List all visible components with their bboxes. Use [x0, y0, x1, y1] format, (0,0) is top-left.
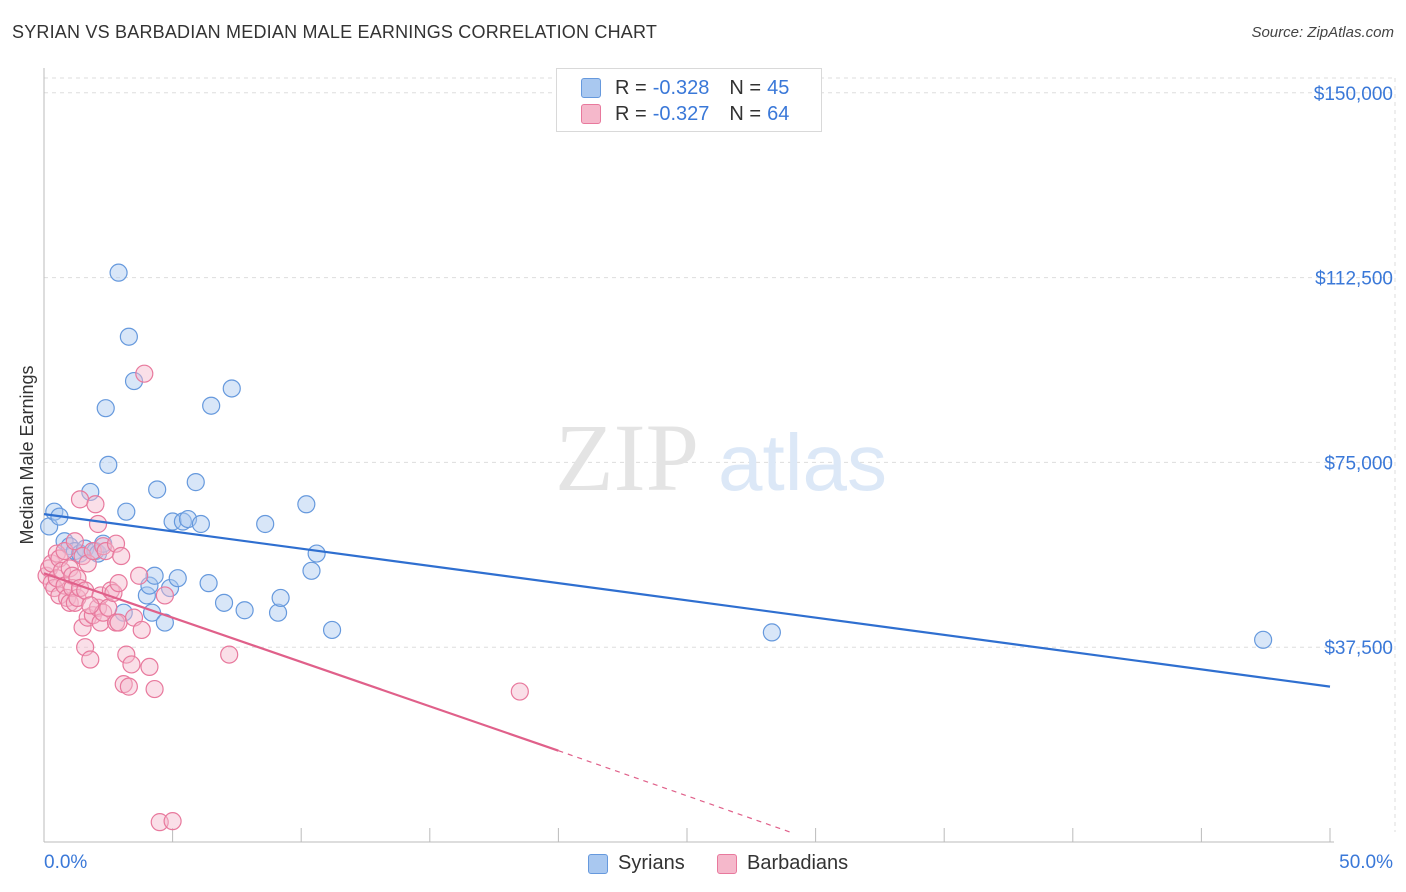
syrian-point	[163, 512, 182, 531]
syrians-trend-line	[43, 513, 1331, 688]
syrian-point	[96, 399, 115, 418]
bottom-legend-syrians: Syrians	[588, 852, 685, 875]
barbadian-point	[510, 682, 529, 701]
barbadian-point	[130, 566, 149, 585]
syrian-point	[322, 620, 342, 640]
barbadian-point	[109, 613, 128, 632]
syrian-point	[168, 569, 187, 588]
barbadian-point	[88, 514, 108, 534]
barbadian-point	[135, 364, 154, 383]
barbadian-point	[220, 645, 239, 664]
legend-swatch-barbadians	[581, 104, 601, 124]
legend-swatch-syrians	[581, 78, 601, 98]
syrians-points	[40, 263, 1273, 649]
watermark: ZIP atlas	[555, 404, 887, 511]
syrian-point	[191, 514, 210, 534]
watermark-atlas: atlas	[718, 418, 887, 507]
syrian-point	[214, 593, 234, 612]
syrian-point	[99, 455, 118, 474]
legend-n-label: N =	[729, 76, 762, 99]
legend-r-value: -0.328	[652, 76, 710, 99]
bottom-legend-barbadians: Barbadians	[717, 852, 848, 875]
barbadian-point	[112, 546, 131, 566]
syrian-point	[302, 561, 321, 580]
axes	[43, 68, 1334, 843]
syrian-point	[222, 379, 241, 398]
y-tick-label: $112,500	[1315, 269, 1393, 290]
source-label: Source: ZipAtlas.com	[1251, 24, 1394, 41]
legend-n-label: N =	[729, 102, 762, 125]
y-tick-label: $150,000	[1314, 84, 1393, 105]
x-tick-label: 0.0%	[44, 852, 87, 873]
syrian-point	[148, 480, 167, 499]
legend-r-label: R =	[615, 76, 647, 99]
barbadian-point	[73, 618, 92, 637]
barbadian-point	[86, 495, 105, 514]
barbadian-point	[109, 574, 128, 593]
bottom-swatch-syrians	[588, 853, 608, 874]
y-tick-labels: $37,500 $75,000 $112,500 $150,000	[1314, 84, 1393, 659]
bottom-swatch-barbadians	[717, 853, 737, 874]
syrian-point	[762, 623, 781, 642]
x-tick-label: 50.0%	[1339, 852, 1393, 873]
x-tick-labels: 0.0% 50.0%	[44, 852, 1393, 873]
y-axis-label: Median Male Earnings	[17, 365, 37, 544]
correlation-legend: R = -0.328 N = 45 R = -0.327 N = 64	[556, 68, 822, 132]
barbadian-point	[163, 812, 182, 831]
syrian-point	[124, 371, 144, 391]
barbadian-point	[81, 596, 100, 615]
barbadians-points	[37, 364, 529, 832]
legend-r-label: R =	[615, 102, 647, 125]
syrian-point	[297, 495, 316, 514]
barbadian-point	[150, 813, 169, 832]
syrian-point	[109, 263, 128, 282]
barbadian-point	[119, 677, 138, 696]
syrian-point	[145, 566, 164, 585]
syrian-point	[119, 327, 138, 346]
legend-n-value: 64	[767, 102, 790, 125]
legend-row-barbadians: R = -0.327 N = 64	[581, 102, 789, 126]
syrian-point	[186, 473, 205, 492]
watermark-zip: ZIP	[555, 404, 699, 511]
barbadian-point	[145, 679, 164, 699]
barbadian-point	[60, 559, 79, 578]
barbadian-point	[83, 541, 102, 561]
bottom-legend-syrians-label: Syrians	[618, 852, 685, 874]
y-tick-label: $37,500	[1324, 638, 1393, 659]
barbadian-point	[104, 583, 123, 603]
syrian-point	[117, 502, 136, 521]
legend-n-value: 45	[767, 76, 790, 99]
syrian-point	[271, 588, 290, 608]
chart-title: SYRIAN VS BARBADIAN MEDIAN MALE EARNINGS…	[12, 22, 658, 42]
barbadian-point	[155, 586, 174, 605]
syrian-point	[268, 603, 288, 622]
barbadian-point	[117, 645, 136, 664]
y-tick-label: $75,000	[1324, 453, 1393, 474]
bottom-legend-barbadians-label: Barbadians	[747, 852, 849, 874]
legend-r-value: -0.327	[652, 102, 710, 125]
legend-row-syrians: R = -0.328 N = 45	[581, 76, 789, 100]
barbadian-point	[122, 655, 141, 674]
barbadian-point	[140, 657, 159, 677]
syrian-point	[256, 514, 275, 534]
barbadian-point	[81, 650, 100, 669]
syrian-point	[1254, 630, 1273, 649]
barbadians-trend-line	[43, 572, 559, 752]
syrian-point	[202, 396, 221, 415]
barbadian-point	[65, 532, 84, 551]
syrian-point	[307, 544, 326, 563]
barbadian-point	[132, 620, 151, 640]
syrian-point	[235, 601, 254, 620]
barbadian-point	[70, 490, 90, 509]
barbadians-trend-extension	[558, 750, 791, 833]
trend-lines	[43, 513, 1331, 833]
syrian-point	[199, 574, 218, 593]
